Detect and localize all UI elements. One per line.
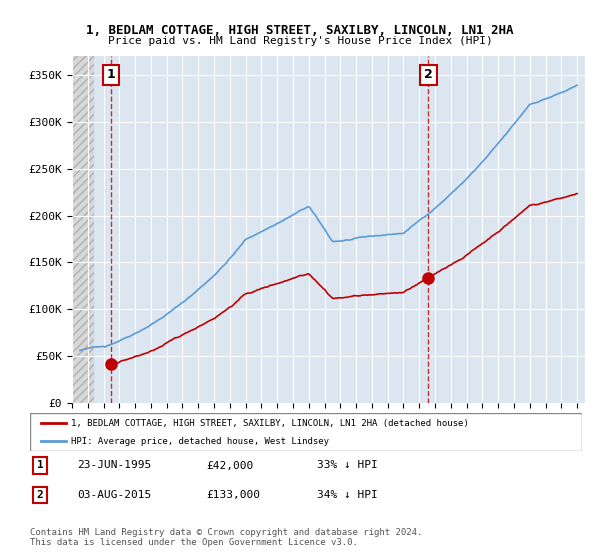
Text: 1: 1 [107, 68, 115, 81]
Text: HPI: Average price, detached house, West Lindsey: HPI: Average price, detached house, West… [71, 437, 329, 446]
Text: 2: 2 [37, 490, 43, 500]
Text: 2: 2 [424, 68, 433, 81]
Text: £133,000: £133,000 [206, 490, 260, 500]
Text: 23-JUN-1995: 23-JUN-1995 [77, 460, 151, 470]
Text: 1, BEDLAM COTTAGE, HIGH STREET, SAXILBY, LINCOLN, LN1 2HA: 1, BEDLAM COTTAGE, HIGH STREET, SAXILBY,… [86, 24, 514, 37]
Text: Price paid vs. HM Land Registry's House Price Index (HPI): Price paid vs. HM Land Registry's House … [107, 36, 493, 46]
FancyBboxPatch shape [30, 413, 582, 451]
Text: 34% ↓ HPI: 34% ↓ HPI [317, 490, 378, 500]
Bar [72, 56, 94, 403]
Text: Contains HM Land Registry data © Crown copyright and database right 2024.
This d: Contains HM Land Registry data © Crown c… [30, 528, 422, 547]
Text: 1, BEDLAM COTTAGE, HIGH STREET, SAXILBY, LINCOLN, LN1 2HA (detached house): 1, BEDLAM COTTAGE, HIGH STREET, SAXILBY,… [71, 419, 469, 428]
Text: 1: 1 [37, 460, 43, 470]
Text: 33% ↓ HPI: 33% ↓ HPI [317, 460, 378, 470]
Text: 03-AUG-2015: 03-AUG-2015 [77, 490, 151, 500]
Text: £42,000: £42,000 [206, 460, 254, 470]
